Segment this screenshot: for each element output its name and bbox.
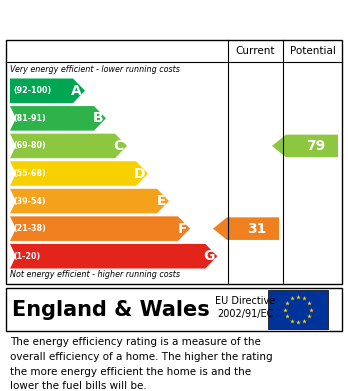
Polygon shape bbox=[10, 161, 148, 186]
Text: Current: Current bbox=[236, 46, 275, 56]
Text: (92-100): (92-100) bbox=[13, 86, 51, 95]
Text: (55-68): (55-68) bbox=[13, 169, 46, 178]
Polygon shape bbox=[10, 79, 85, 103]
Text: The energy efficiency rating is a measure of the
overall efficiency of a home. T: The energy efficiency rating is a measur… bbox=[10, 337, 272, 391]
Polygon shape bbox=[10, 106, 106, 131]
Text: (69-80): (69-80) bbox=[13, 142, 46, 151]
Text: A: A bbox=[71, 84, 82, 98]
Text: 31: 31 bbox=[247, 222, 267, 236]
Text: (1-20): (1-20) bbox=[13, 252, 40, 261]
Text: C: C bbox=[114, 139, 124, 153]
Text: Not energy efficient - higher running costs: Not energy efficient - higher running co… bbox=[10, 270, 180, 279]
Text: G: G bbox=[203, 249, 214, 263]
Text: EU Directive
2002/91/EC: EU Directive 2002/91/EC bbox=[215, 296, 275, 319]
Text: 79: 79 bbox=[306, 139, 326, 153]
Text: England & Wales: England & Wales bbox=[12, 300, 210, 319]
Polygon shape bbox=[213, 217, 279, 240]
Polygon shape bbox=[272, 135, 338, 157]
Text: F: F bbox=[177, 222, 187, 236]
Text: Energy Efficiency Rating: Energy Efficiency Rating bbox=[9, 10, 238, 28]
Polygon shape bbox=[10, 134, 127, 158]
Text: Very energy efficient - lower running costs: Very energy efficient - lower running co… bbox=[10, 65, 180, 74]
Bar bbox=[268, 290, 328, 329]
Polygon shape bbox=[10, 216, 190, 241]
Text: D: D bbox=[134, 167, 145, 181]
Text: B: B bbox=[92, 111, 103, 126]
Text: (39-54): (39-54) bbox=[13, 197, 46, 206]
Polygon shape bbox=[10, 244, 217, 269]
Text: (81-91): (81-91) bbox=[13, 114, 46, 123]
Polygon shape bbox=[10, 189, 169, 213]
Text: E: E bbox=[157, 194, 166, 208]
Text: (21-38): (21-38) bbox=[13, 224, 46, 233]
Text: Potential: Potential bbox=[290, 46, 335, 56]
